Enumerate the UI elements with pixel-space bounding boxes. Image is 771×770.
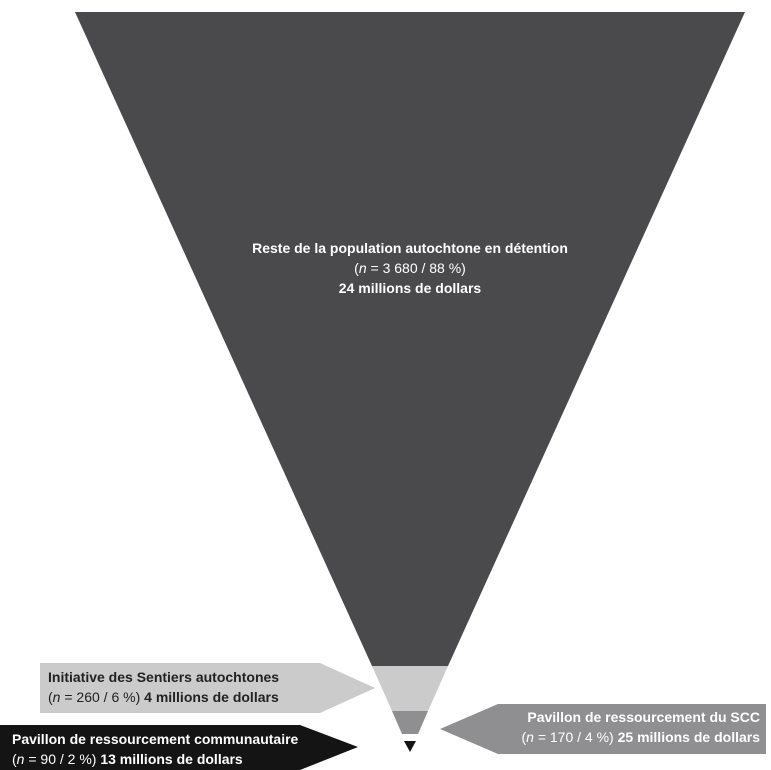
scc-count-prefix: (: [521, 729, 527, 745]
scc-details: (n = 170 / 4 %) 25 millions de dollars: [440, 727, 760, 747]
segment-main: [75, 12, 745, 666]
initiative-details: (n = 260 / 6 %) 4 millions de dollars: [48, 687, 368, 707]
label-scc: Pavillon de ressourcement du SCC (n = 17…: [440, 707, 760, 747]
callout-community: [0, 725, 358, 770]
segment-community: [404, 741, 416, 752]
label-community: Pavillon de ressourcement communautaire …: [12, 729, 302, 769]
main-amount: 24 millions de dollars: [338, 280, 482, 296]
initiative-count-var: n: [52, 689, 61, 705]
main-count-value: = 3 680 / 88 %): [366, 260, 466, 276]
community-name: Pavillon de ressourcement communautaire: [12, 731, 299, 747]
main-count: (n = 3 680 / 88 %): [200, 258, 620, 278]
community-count-var: n: [16, 751, 25, 767]
initiative-count-prefix: (: [48, 689, 53, 705]
scc-amount: 25 millions de dollars: [617, 729, 760, 745]
scc-name: Pavillon de ressourcement du SCC: [527, 709, 760, 725]
main-count-var: n: [358, 260, 367, 276]
label-initiative: Initiative des Sentiers autochtones (n =…: [48, 667, 368, 707]
scc-count-value: = 170 / 4 %): [533, 729, 618, 745]
community-count-value: = 90 / 2 %): [24, 751, 101, 767]
main-count-prefix: (: [354, 260, 359, 276]
callout-scc: [440, 704, 766, 754]
initiative-count-value: = 260 / 6 %): [60, 689, 145, 705]
label-main: Reste de la population autochtone en dét…: [200, 238, 620, 298]
callout-initiative: [40, 663, 375, 713]
community-count-prefix: (: [12, 751, 17, 767]
segment-initiative: [372, 666, 448, 711]
initiative-name: Initiative des Sentiers autochtones: [48, 669, 280, 685]
segment-scc: [392, 711, 428, 734]
community-details: (n = 90 / 2 %) 13 millions de dollars: [12, 749, 302, 769]
scc-count-var: n: [526, 729, 534, 745]
initiative-amount: 4 millions de dollars: [144, 689, 279, 705]
main-name: Reste de la population autochtone en dét…: [252, 240, 568, 256]
community-amount: 13 millions de dollars: [100, 751, 243, 767]
